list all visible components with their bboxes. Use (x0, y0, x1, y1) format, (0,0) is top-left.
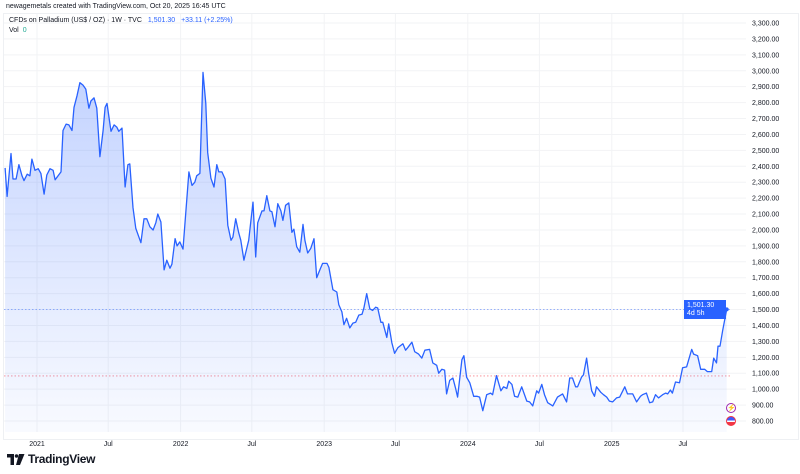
y-tick-label: 3,300.00 (752, 21, 779, 28)
price-area-fill (5, 72, 727, 433)
y-tick-label: 2,200.00 (752, 196, 779, 203)
y-tick-label: 3,000.00 (752, 68, 779, 75)
y-tick-label: 2,700.00 (752, 116, 779, 123)
us-flag-event-icon[interactable] (726, 416, 736, 426)
y-tick-label: 2,800.00 (752, 100, 779, 107)
y-tick-label: 3,200.00 (752, 36, 779, 43)
legend-change: +33.11 (+2.25%) (181, 17, 233, 24)
x-tick-label: 2021 (29, 441, 45, 448)
y-tick-label: 2,100.00 (752, 212, 779, 219)
brand-name: TradingView (28, 452, 96, 466)
tradingview-logo-icon (7, 453, 25, 465)
y-tick-label: 1,200.00 (752, 355, 779, 362)
y-tick-label: 2,300.00 (752, 180, 779, 187)
symbol-description[interactable]: CFDs on Palladium (US$ / OZ) · 1W · TVC (9, 17, 142, 24)
lightning-event-icon[interactable]: ⚡ (726, 403, 736, 413)
chart-attribution: newagemetals created with TradingView.co… (6, 3, 226, 10)
y-tick-label: 1,300.00 (752, 339, 779, 346)
x-tick-label: Jul (535, 441, 544, 448)
y-tick-label: 2,500.00 (752, 148, 779, 155)
price-axis[interactable]: 800.00 900.00 1,000.00 1,100.00 1,200.00 1,30… (752, 21, 779, 426)
bar-countdown: 4d 5h (687, 310, 705, 317)
time-axis[interactable]: 2021 Jul 2022 Jul 2023 Jul 2024 Jul 2025 Jul (29, 441, 688, 448)
y-tick-label: 1,900.00 (752, 243, 779, 250)
y-tick-label: 1,800.00 (752, 259, 779, 266)
x-tick-label: Jul (104, 441, 113, 448)
chart-frame (3, 13, 799, 440)
volume-value: 0 (22, 27, 27, 34)
y-tick-label: 1,500.00 (752, 307, 779, 314)
tradingview-logo[interactable]: TradingView (7, 452, 95, 466)
last-price-label: 1,501.30 4d 5h (684, 300, 726, 319)
chart-legend: CFDs on Palladium (US$ / OZ) · 1W · TVC … (9, 17, 233, 24)
x-tick-label: 2024 (460, 441, 476, 448)
x-tick-label: Jul (247, 441, 256, 448)
y-tick-label: 3,100.00 (752, 52, 779, 59)
y-tick-label: 2,900.00 (752, 84, 779, 91)
y-tick-label: 1,400.00 (752, 323, 779, 330)
last-price-value: 1,501.30 (687, 302, 715, 309)
price-line-series (4, 71, 728, 412)
y-tick-label: 1,000.00 (752, 387, 779, 394)
y-tick-label: 800.00 (752, 419, 774, 426)
x-tick-label: Jul (679, 441, 688, 448)
x-tick-label: Jul (391, 441, 400, 448)
y-tick-label: 1,600.00 (752, 291, 779, 298)
x-tick-label: 2022 (173, 441, 189, 448)
y-tick-label: 2,000.00 (752, 227, 779, 234)
x-tick-label: 2023 (316, 441, 332, 448)
x-tick-label: 2025 (604, 441, 620, 448)
volume-legend: Vol 0 (9, 27, 27, 34)
y-tick-label: 1,100.00 (752, 371, 779, 378)
y-tick-label: 1,700.00 (752, 275, 779, 282)
y-tick-label: 2,400.00 (752, 164, 779, 171)
volume-label: Vol (9, 27, 19, 34)
y-tick-label: 900.00 (752, 403, 774, 410)
legend-price: 1,501.30 (147, 17, 176, 24)
y-tick-label: 2,600.00 (752, 132, 779, 139)
